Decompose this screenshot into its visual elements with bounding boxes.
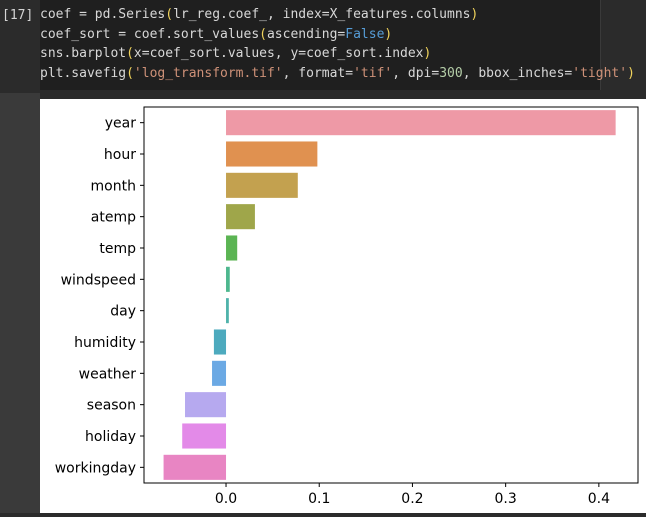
code-token: ( xyxy=(126,65,134,81)
code-token: ) xyxy=(384,26,393,42)
code-token: ( xyxy=(259,26,267,42)
code-token: ) xyxy=(423,46,432,61)
y-tick-label: hour xyxy=(104,147,136,163)
y-tick-label: weather xyxy=(79,366,137,382)
code-line: coef = pd.Series(lr_reg.coef_, index=X_f… xyxy=(40,6,478,24)
y-tick-label: month xyxy=(91,178,136,194)
bar-weather xyxy=(212,360,227,386)
code-line: plt.savefig('log_transform.tif', format=… xyxy=(40,65,635,83)
code-token: coef_sort = coef.sort_values xyxy=(40,26,260,42)
x-tick-label: 0.1 xyxy=(308,491,330,507)
code-token: sns.barplot xyxy=(40,46,127,61)
code-token: , bbox_inches= xyxy=(462,65,573,81)
code-token: ascending= xyxy=(266,26,346,42)
code-token: 'tight' xyxy=(572,65,628,81)
x-tick-label: 0.0 xyxy=(215,491,237,507)
bar-humidity xyxy=(213,329,227,355)
cell-output: year hour month atemp temp windspeed day humidi… xyxy=(0,93,646,513)
x-tick-label: 0.4 xyxy=(588,491,610,507)
y-tick-label: year xyxy=(105,116,136,132)
code-line: coef_sort = coef.sort_values(ascending=F… xyxy=(40,26,392,44)
figure: year hour month atemp temp windspeed day humidi… xyxy=(40,99,646,513)
code-token: False xyxy=(345,26,385,42)
code-token: , format= xyxy=(282,65,354,81)
y-tick-label: temp xyxy=(99,241,136,257)
code-cell[interactable]: [17] coef = pd.Series(lr_reg.coef_, inde… xyxy=(0,0,646,93)
bar-atemp xyxy=(226,204,255,230)
y-tick-label: day xyxy=(110,304,136,320)
axes-frame xyxy=(143,106,639,484)
y-tick-label: windspeed xyxy=(61,272,136,288)
code-token: coef = pd.Series xyxy=(40,7,166,22)
code-token: 300 xyxy=(439,65,463,81)
y-tick-label: season xyxy=(87,398,136,414)
y-tick-label: workingday xyxy=(55,460,136,476)
x-tick-label: 0.2 xyxy=(401,491,423,507)
output-prompt-area[interactable] xyxy=(0,93,40,513)
barplot-chart: year hour month atemp temp windspeed day humidi… xyxy=(55,106,639,507)
bar-month xyxy=(226,172,298,198)
code-token: 'log_transform.tif' xyxy=(133,65,283,81)
code-token: , dpi= xyxy=(392,65,440,81)
bar-year xyxy=(226,110,616,136)
code-token: plt.savefig xyxy=(40,65,127,81)
bar-workingday xyxy=(163,454,227,480)
x-tick-label: 0.3 xyxy=(495,491,517,507)
code-line: sns.barplot(x=coef_sort.values, y=coef_s… xyxy=(40,45,431,63)
code-editor[interactable]: coef = pd.Series(lr_reg.coef_, index=X_f… xyxy=(40,0,635,90)
code-token: 'tif' xyxy=(353,65,393,81)
code-token: ( xyxy=(126,46,134,61)
bar-hour xyxy=(226,141,318,167)
cell-prompt: [17] xyxy=(2,8,34,23)
bar-windspeed xyxy=(226,266,230,292)
code-token: lr_reg.coef_, index=X_features.columns xyxy=(173,7,471,22)
code-token: ) xyxy=(470,7,479,22)
code-token: ( xyxy=(165,7,174,22)
bar-holiday xyxy=(182,423,227,449)
bar-temp xyxy=(226,235,238,261)
y-tick-label: atemp xyxy=(91,210,136,226)
code-token: ) xyxy=(627,65,635,81)
bar-season xyxy=(185,392,227,418)
y-tick-label: holiday xyxy=(85,429,136,445)
code-token: x=coef_sort.values, y=coef_sort.index xyxy=(133,46,424,61)
bar-day xyxy=(226,298,229,324)
y-tick-label: humidity xyxy=(74,335,136,351)
